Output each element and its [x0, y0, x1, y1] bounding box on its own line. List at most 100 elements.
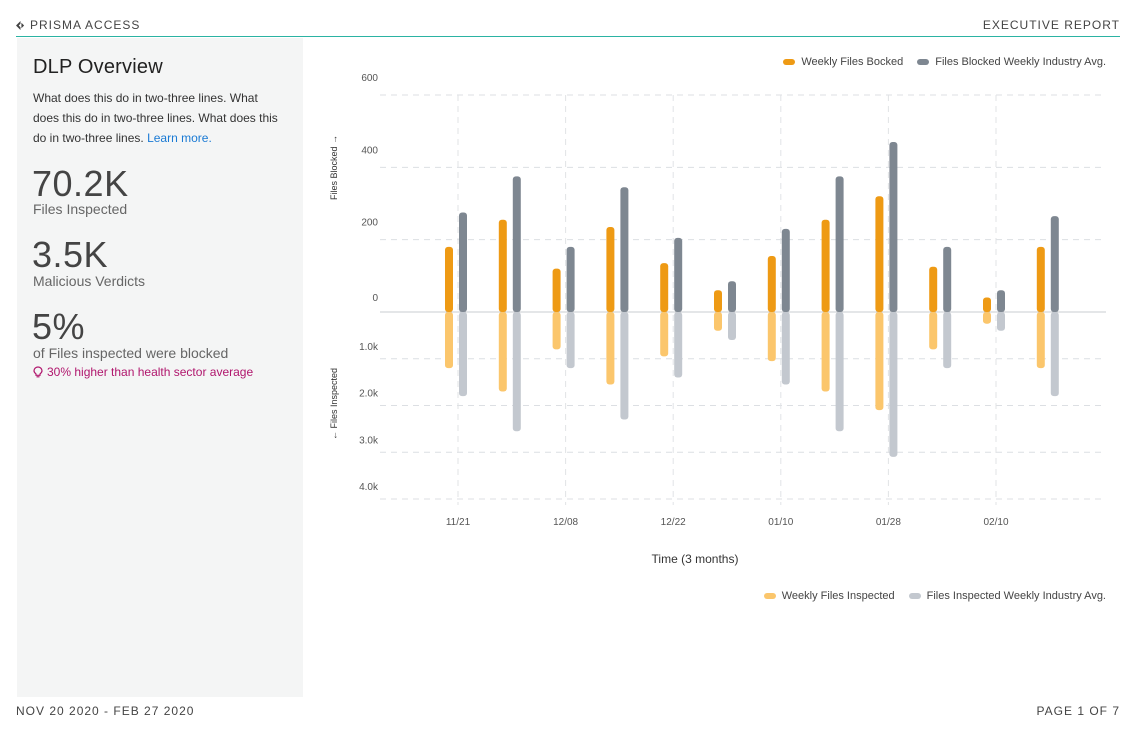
- bar-weekly-inspected: [821, 312, 830, 392]
- description-text: What does this do in two-three lines. Wh…: [33, 91, 278, 145]
- bar-blocked-industry-avg: [1050, 216, 1059, 312]
- bar-weekly-blocked: [875, 196, 884, 312]
- bar-weekly-blocked: [445, 246, 453, 312]
- bar-blocked-industry-avg: [997, 290, 1005, 312]
- prisma-logo-icon: [16, 20, 25, 30]
- bottom-legend: Weekly Files Inspected Files Inspected W…: [763, 590, 1106, 602]
- y-axis-title-bottom: ← Files Inspected: [329, 368, 339, 440]
- bar-weekly-inspected: [552, 312, 561, 350]
- bar-blocked-industry-avg: [943, 246, 952, 312]
- bar-weekly-blocked: [552, 268, 561, 312]
- files-inspected-label: Files Inspected: [33, 201, 128, 217]
- x-tick-label: 12/22: [661, 517, 686, 528]
- bar-weekly-inspected: [714, 312, 722, 331]
- bar-weekly-inspected: [1036, 312, 1045, 369]
- y-axis-title-top: Files Blocked →: [329, 135, 339, 200]
- date-range: NOV 20 2020 - FEB 27 2020: [16, 704, 195, 718]
- bar-weekly-inspected: [767, 312, 776, 362]
- legend-label: Files Blocked Weekly Industry Avg.: [935, 56, 1106, 68]
- bar-weekly-blocked: [821, 219, 830, 312]
- sector-comparison-hint: 30% higher than health sector average: [33, 365, 253, 379]
- legend-label: Weekly Files Bocked: [801, 56, 904, 68]
- bar-weekly-inspected: [875, 312, 884, 411]
- bar-inspected-industry-avg: [512, 312, 521, 432]
- report-title: EXECUTIVE REPORT: [982, 18, 1120, 32]
- panel-title: DLP Overview: [33, 56, 163, 78]
- brand: PRISMA ACCESS: [16, 18, 140, 32]
- y-tick-label-bottom: 3.0k: [359, 435, 379, 446]
- bar-inspected-industry-avg: [781, 312, 790, 385]
- bar-weekly-blocked: [498, 219, 507, 312]
- y-tick-label-bottom: 4.0k: [359, 482, 379, 493]
- legend-item-weekly-blocked: Weekly Files Bocked: [783, 56, 903, 68]
- bar-weekly-inspected: [660, 312, 669, 357]
- blocked-percent-label: of Files inspected were blocked: [33, 345, 229, 361]
- bar-inspected-industry-avg: [728, 312, 736, 341]
- hint-text: 30% higher than health sector average: [47, 365, 254, 379]
- y-tick-label-bottom: 1.0k: [359, 342, 379, 353]
- x-tick-label: 11/21: [446, 517, 471, 528]
- legend-label: Files Inspected Weekly Industry Avg.: [926, 590, 1106, 602]
- y-tick-label-top: 600: [361, 73, 378, 84]
- bar-inspected-industry-avg: [889, 312, 898, 457]
- bar-weekly-blocked: [1036, 246, 1045, 312]
- files-inspected-value: 70.2K: [32, 163, 129, 204]
- malicious-verdicts-label: Malicious Verdicts: [33, 273, 146, 289]
- x-tick-label: 01/28: [876, 517, 901, 528]
- bar-inspected-industry-avg: [620, 312, 629, 420]
- legend-item-weekly-inspected: Weekly Files Inspected: [763, 590, 895, 602]
- bar-blocked-industry-avg: [728, 281, 736, 312]
- bar-inspected-industry-avg: [1050, 312, 1059, 397]
- bar-inspected-industry-avg: [943, 312, 952, 369]
- bar-weekly-inspected: [606, 312, 615, 385]
- bar-weekly-blocked: [983, 297, 991, 312]
- bar-blocked-industry-avg: [835, 176, 844, 312]
- legend-item-blocked-industry-avg: Files Blocked Weekly Industry Avg.: [917, 56, 1106, 68]
- legend-swatch: [783, 59, 796, 65]
- bar-weekly-blocked: [714, 290, 722, 312]
- dlp-overview-panel: DLP Overview What does this do in two-th…: [17, 38, 303, 697]
- bar-blocked-industry-avg: [566, 246, 575, 312]
- y-tick-label-top: 200: [361, 218, 378, 229]
- bar-weekly-inspected: [498, 312, 507, 392]
- chart-labels: 0 200 400 600 1.0k 2.0k 3.0k 4.0k 11/21 12/08 12/2…: [329, 73, 1009, 528]
- x-tick-label: 12/08: [553, 517, 578, 528]
- bar-inspected-industry-avg: [835, 312, 844, 432]
- blocked-percent-value: 5%: [32, 306, 86, 347]
- learn-more-link[interactable]: Learn more.: [147, 131, 212, 145]
- bar-weekly-inspected: [983, 312, 991, 324]
- bar-blocked-industry-avg: [620, 187, 629, 312]
- bar-weekly-inspected: [445, 312, 453, 369]
- page-indicator: PAGE 1 OF 7: [1036, 704, 1120, 718]
- legend-item-inspected-industry-avg: Files Inspected Weekly Industry Avg.: [908, 590, 1106, 602]
- y-tick-label-top: 400: [361, 145, 378, 156]
- header-divider: [16, 36, 1120, 37]
- malicious-verdicts-value: 3.5K: [32, 234, 109, 275]
- bar-inspected-industry-avg: [997, 312, 1005, 331]
- bar-weekly-blocked: [767, 255, 776, 312]
- bar-blocked-industry-avg: [889, 142, 898, 312]
- top-legend: Weekly Files Bocked Files Blocked Weekly…: [783, 56, 1106, 68]
- bar-blocked-industry-avg: [674, 237, 683, 312]
- legend-swatch: [917, 59, 930, 65]
- bar-inspected-industry-avg: [459, 312, 467, 397]
- bar-inspected-industry-avg: [674, 312, 683, 378]
- x-axis-title: Time (3 months): [651, 552, 739, 566]
- legend-label: Weekly Files Inspected: [781, 590, 895, 602]
- bar-weekly-inspected: [929, 312, 938, 350]
- bar-blocked-industry-avg: [512, 176, 521, 312]
- y-tick-label-bottom: 2.0k: [359, 389, 379, 400]
- brand-name: PRISMA ACCESS: [30, 18, 141, 32]
- legend-swatch: [763, 593, 776, 599]
- bar-weekly-blocked: [660, 263, 669, 312]
- bar-weekly-blocked: [929, 266, 938, 312]
- chart-bars: [445, 142, 1059, 457]
- bar-weekly-blocked: [606, 227, 615, 312]
- x-tick-label: 01/10: [768, 517, 793, 528]
- x-tick-label: 02/10: [983, 517, 1008, 528]
- lightbulb-icon: [33, 366, 43, 378]
- y-tick-label-top: 0: [372, 293, 378, 304]
- bar-blocked-industry-avg: [781, 228, 790, 312]
- panel-description: What does this do in two-three lines. Wh…: [33, 88, 285, 148]
